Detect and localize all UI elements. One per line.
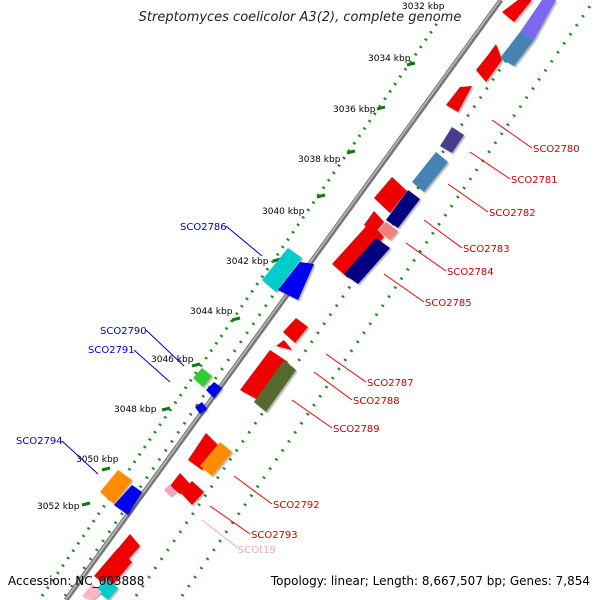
gene-sco2786-blue [278,262,314,300]
outer-right-tick-track [180,5,592,597]
callout-sco2793 [209,505,251,535]
callout-sco2789 [291,399,333,429]
gene-sco2788-red [240,350,288,400]
scale-label-3040: 3040 kbp [262,207,305,217]
callout-sco2780 [491,119,533,149]
scale-label-3044: 3044 kbp [190,307,233,317]
gene-bottom-cyan [96,578,118,600]
callout-sco2783 [423,219,463,249]
callout-sco2786 [225,225,263,257]
scale-tick-3038 [346,149,356,155]
label-sco2790: SCO2790 [100,326,147,337]
scale-tick-3050 [101,466,111,472]
callout-sco2788 [313,371,353,401]
scale-tick-3036 [376,105,386,111]
right-tick-track [134,0,550,597]
gene-bottom-inner-red-2 [115,534,140,562]
label-sco2782: SCO2782 [489,208,536,219]
gene-3048-inner-red [188,433,221,470]
scale-label-3042: 3042 kbp [226,257,269,267]
scale-label-3032: 3032 kbp [402,2,445,12]
scale-label-3036: 3036 kbp [333,105,376,115]
label-sco2784: SCO2784 [447,267,494,278]
scale-label-3052: 3052 kbp [37,502,80,512]
gene-bottom-pink [82,584,102,600]
scale-tick-3034 [406,61,416,67]
gene-3036-inner-red [446,86,472,112]
gene-sco2783 [386,190,420,228]
label-sco2793: SCO2793 [251,530,298,541]
callout-sco2790 [145,329,185,367]
scale-tick-3052 [81,501,91,507]
gene-sco2787-red [283,318,308,343]
label-sco2786: SCO2786 [180,222,227,233]
gene-sco2790-green [193,368,212,387]
gene-3050-outer-orange [200,442,232,476]
scale-label-3046: 3046 kbp [151,355,194,365]
callout-sco2782 [447,183,489,213]
scale-label-3034: 3034 kbp [368,54,411,64]
label-sco2783: SCO2783 [463,244,510,255]
gene-sco2780 [440,127,464,153]
gene-sco2784 [378,222,398,240]
label-sco2788: SCO2788 [353,396,400,407]
callout-sco2785 [383,273,425,303]
gene-sco2785 [344,238,390,284]
scale-label-3048: 3048 kbp [114,405,157,415]
scale-tick-3040 [316,193,326,199]
scale-label-3038: 3038 kbp [298,155,341,165]
callout-scot19 [201,519,239,549]
callout-sco2794 [61,440,99,475]
gene-sco2782 [412,152,448,192]
scale-tick-3048 [161,406,171,412]
map-title: Streptomyces coelicolor A3(2), complete … [138,10,462,25]
label-sco2780: SCO2780 [533,144,580,155]
accession-label: Accession: NC_003888 [8,574,145,588]
gene-small-blue [195,402,207,414]
gene-top-inner-red [502,0,532,22]
gene-3038-inner-red [374,177,407,213]
gene-3034-inner-red [476,44,502,82]
label-sco2792: SCO2792 [273,500,320,511]
label-sco2789: SCO2789 [333,424,380,435]
label-sco2794: SCO2794 [16,436,63,447]
scale-tick-3044 [231,316,241,322]
gene-3042-inner-red [332,222,384,278]
gene-sco2794-orange [100,470,132,504]
callout-sco2792 [233,475,273,505]
label-sco2791: SCO2791 [88,345,135,356]
genome-summary-label: Topology: linear; Length: 8,667,507 bp; … [270,574,590,588]
gene-sco2787b-red [276,340,292,350]
genome-backbone-highlight [65,0,501,600]
gene-3050-inner-red [170,473,190,494]
callout-sco2784 [405,242,447,272]
callout-sco2787 [325,353,367,383]
gene-sco2786-cyan [262,248,302,292]
scale-label-3050: 3050 kbp [76,455,119,465]
label-scot19: SCOt19 [238,545,276,556]
label-sco2787: SCO2787 [367,378,414,389]
label-sco2785: SCO2785 [425,298,472,309]
gene-sco2791-blue [206,382,222,398]
scale-tick-3046 [191,362,201,368]
gene-scot19-pink [164,484,176,496]
label-sco2781: SCO2781 [511,175,558,186]
left-tick-track [63,267,294,597]
gene-top-purple [520,0,556,40]
gene-top-steelblue [500,32,534,66]
gene-sco2794-blue [114,485,142,515]
callout-sco2781 [469,151,511,180]
callout-sco2791 [133,349,171,383]
gene-sco2789 [254,360,296,412]
